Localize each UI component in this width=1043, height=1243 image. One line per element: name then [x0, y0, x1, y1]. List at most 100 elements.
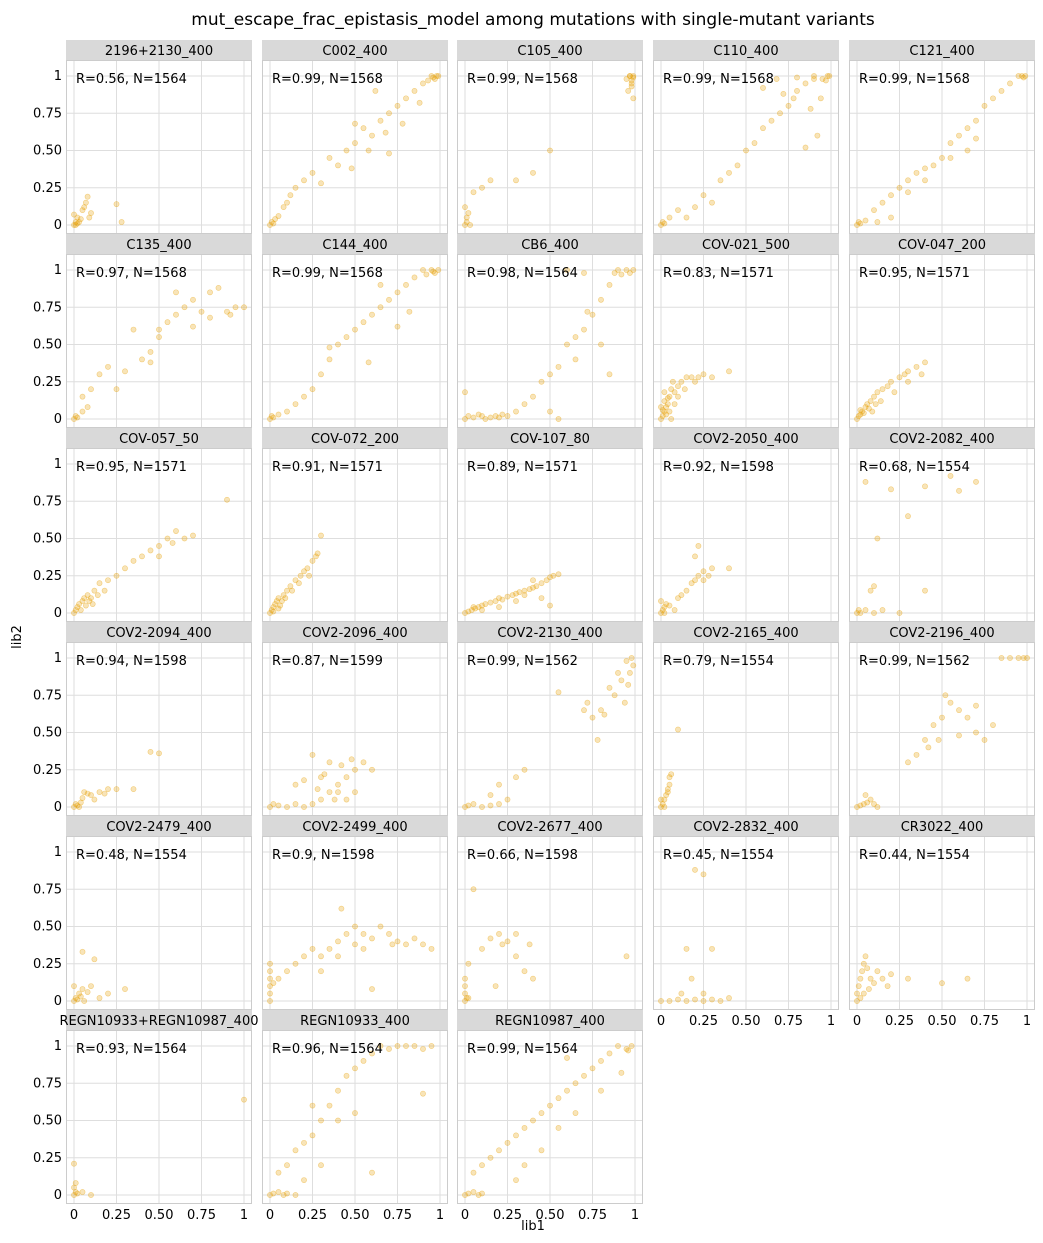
- data-point: [499, 596, 506, 603]
- facet-annotation: R=0.98, N=1564: [467, 266, 578, 281]
- data-point: [369, 986, 375, 992]
- data-point: [973, 117, 979, 124]
- facet-strip-label: C002_400: [322, 44, 387, 59]
- facet-panel: COV-107_80 R=0.89, N=1571: [457, 428, 643, 622]
- data-point: [360, 759, 367, 766]
- y-tick-label: 0: [54, 606, 62, 621]
- y-tick-label: 0.75: [33, 882, 62, 897]
- data-point: [947, 473, 954, 479]
- data-point: [420, 941, 426, 948]
- facet-annotation: R=0.9, N=1598: [272, 848, 375, 863]
- data-point: [664, 789, 671, 795]
- data-point: [678, 592, 685, 599]
- data-point: [496, 604, 502, 610]
- data-point: [113, 386, 120, 393]
- facet-annotation: R=0.99, N=1562: [859, 654, 970, 669]
- facet-annotation: R=0.99, N=1568: [467, 72, 578, 87]
- data-point: [659, 407, 666, 413]
- data-point: [343, 774, 350, 781]
- y-tick-label: 0: [54, 1188, 62, 1203]
- data-point: [277, 602, 284, 609]
- x-tick-label: 0: [266, 1208, 274, 1223]
- data-point: [314, 550, 321, 557]
- data-point: [572, 356, 579, 363]
- data-point: [516, 589, 523, 596]
- data-point: [628, 655, 635, 661]
- facet-annotation: R=0.89, N=1571: [467, 460, 578, 475]
- data-point: [555, 363, 562, 370]
- facet-panel: COV-021_500 R=0.83, N=1571: [653, 234, 839, 428]
- data-point: [352, 923, 358, 930]
- data-point: [521, 1125, 528, 1131]
- data-point: [289, 587, 295, 594]
- facet-strip: [653, 428, 839, 448]
- data-point: [394, 289, 401, 296]
- data-point: [659, 607, 666, 613]
- data-point: [521, 1162, 528, 1169]
- data-point: [751, 140, 758, 146]
- data-point: [207, 314, 213, 321]
- data-point: [688, 975, 695, 982]
- data-point: [76, 601, 82, 607]
- data-point: [615, 1043, 621, 1049]
- data-point: [857, 220, 864, 227]
- data-point: [275, 975, 282, 982]
- data-point: [86, 598, 93, 604]
- data-point: [666, 393, 673, 400]
- data-point: [785, 102, 792, 109]
- data-point: [326, 945, 333, 952]
- data-point: [666, 214, 673, 221]
- data-point: [854, 610, 860, 616]
- data-point: [91, 587, 98, 594]
- data-point: [628, 80, 635, 87]
- data-point: [428, 267, 435, 273]
- data-point: [463, 995, 470, 1001]
- facet-strip: [262, 1010, 448, 1030]
- y-tick-label: 0.75: [33, 494, 62, 509]
- data-point: [71, 416, 77, 422]
- data-point: [658, 222, 664, 228]
- facet-panel: COV2-2082_400 R=0.68, N=1554: [849, 428, 1035, 622]
- data-point: [564, 1055, 570, 1061]
- data-point: [905, 975, 911, 982]
- data-point: [538, 580, 545, 587]
- data-point: [871, 980, 877, 987]
- data-point: [859, 968, 865, 975]
- data-point: [905, 177, 911, 184]
- data-point: [487, 935, 494, 942]
- data-point: [581, 707, 587, 714]
- data-point: [318, 774, 324, 781]
- facet-strip-label: COV-107_80: [510, 432, 590, 447]
- facet-annotation: R=0.99, N=1564: [467, 1042, 578, 1057]
- data-point: [76, 804, 82, 810]
- data-point: [857, 995, 864, 1001]
- data-point: [386, 296, 392, 303]
- data-point: [369, 1169, 375, 1176]
- data-point: [326, 789, 333, 795]
- data-point: [292, 960, 299, 967]
- data-point: [96, 580, 103, 587]
- data-point: [139, 356, 145, 363]
- data-point: [465, 995, 472, 1001]
- data-point: [403, 941, 409, 948]
- data-point: [122, 368, 128, 375]
- data-point: [270, 414, 277, 421]
- facet-strip-label: COV-057_50: [119, 432, 199, 447]
- data-point: [658, 796, 664, 803]
- facet-panel: COV2-2499_400 R=0.9, N=1598: [262, 816, 448, 1010]
- data-point: [857, 802, 864, 809]
- x-tick-label: 0.75: [970, 1014, 999, 1029]
- data-point: [79, 1189, 86, 1195]
- y-tick-label: 0.50: [33, 920, 62, 935]
- data-point: [465, 1190, 472, 1197]
- data-point: [77, 993, 84, 1000]
- data-point: [71, 211, 77, 218]
- data-point: [538, 378, 545, 385]
- data-point: [675, 595, 681, 601]
- facet-strip-label: REGN10933_400: [300, 1014, 410, 1029]
- data-point: [84, 193, 91, 200]
- facet-annotation: R=0.94, N=1598: [76, 654, 187, 669]
- y-tick-label: 0: [54, 218, 62, 233]
- data-point: [659, 801, 666, 807]
- data-point: [884, 383, 891, 390]
